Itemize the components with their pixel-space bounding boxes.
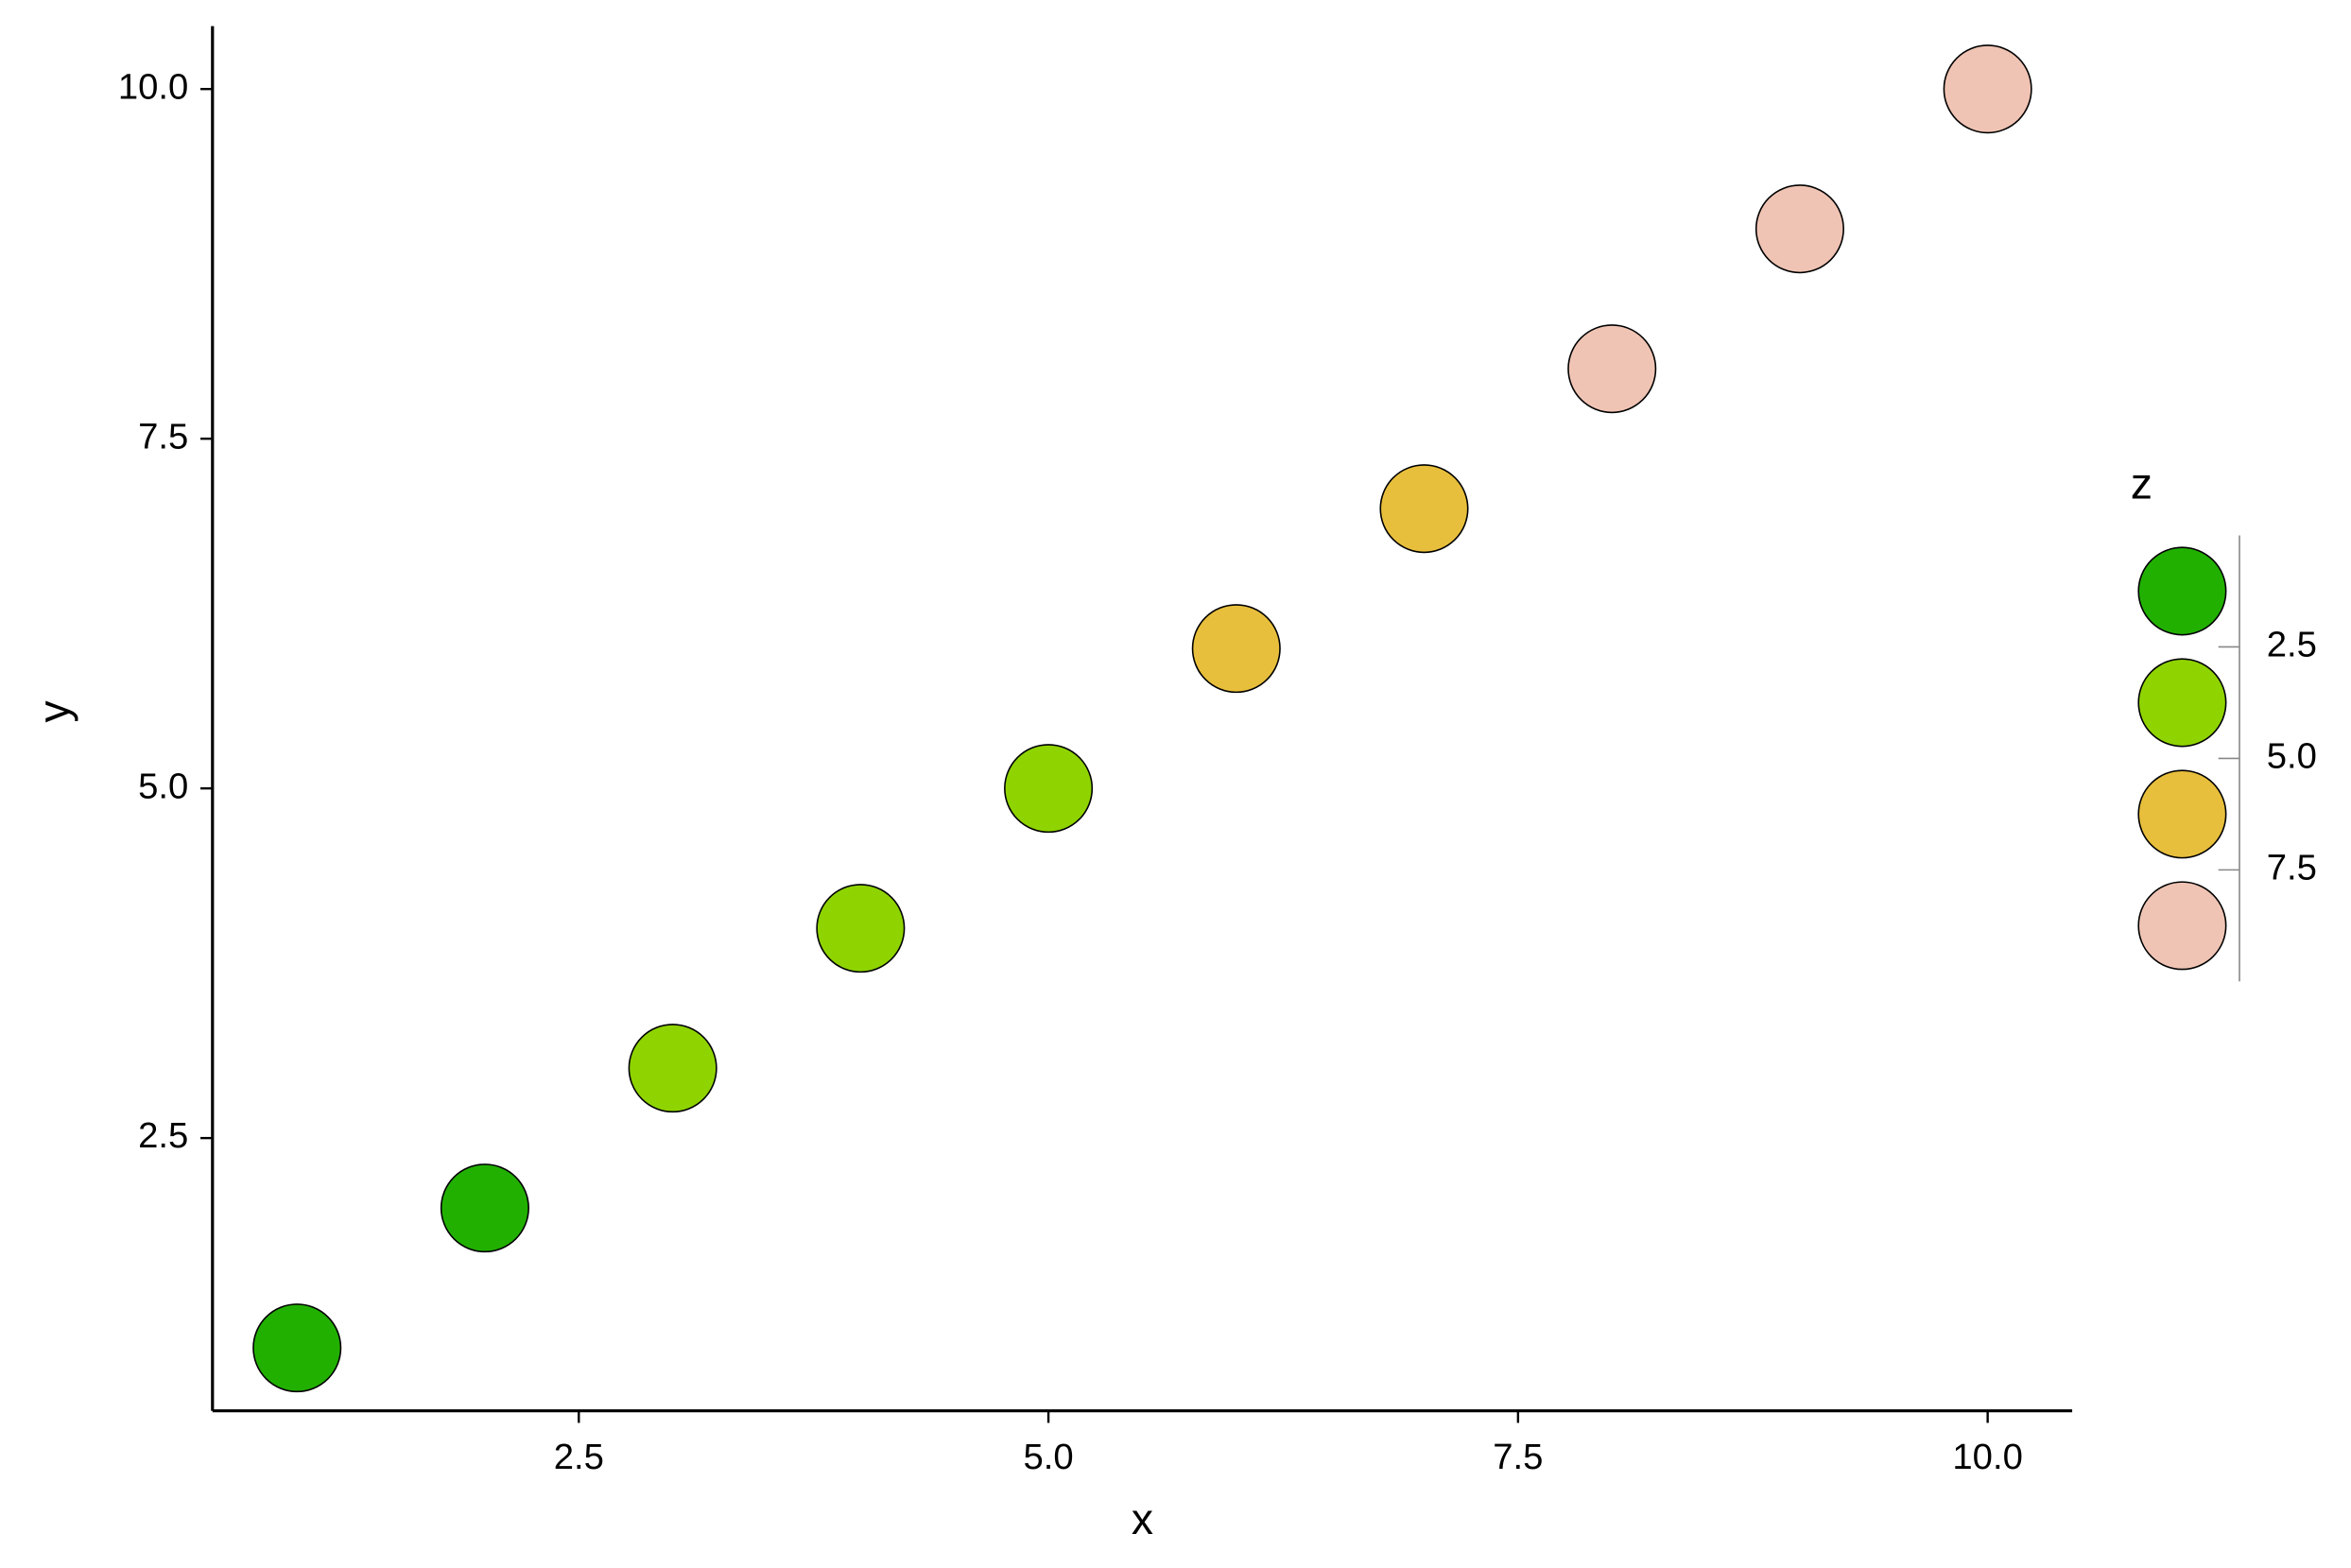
legend-key bbox=[2137, 546, 2227, 636]
legend-title: z bbox=[2131, 459, 2152, 508]
legend-tick-label: 5.0 bbox=[2267, 736, 2317, 777]
point bbox=[1004, 744, 1094, 834]
y-tick-label: 5.0 bbox=[138, 766, 188, 806]
point bbox=[1755, 184, 1844, 274]
y-tick-label: 2.5 bbox=[138, 1115, 188, 1156]
point bbox=[252, 1303, 342, 1393]
point bbox=[1567, 324, 1657, 414]
point bbox=[440, 1163, 529, 1253]
x-tick-label: 7.5 bbox=[1493, 1437, 1543, 1477]
legend-key bbox=[2137, 658, 2227, 748]
x-tick-label: 5.0 bbox=[1023, 1437, 1073, 1477]
legend-tick-label: 2.5 bbox=[2267, 625, 2317, 665]
point bbox=[1191, 604, 1281, 694]
point bbox=[628, 1024, 717, 1113]
legend-tick-label: 7.5 bbox=[2267, 847, 2317, 887]
point bbox=[1943, 44, 2032, 134]
legend-key bbox=[2137, 881, 2227, 971]
y-tick-label: 7.5 bbox=[138, 416, 188, 457]
point bbox=[1379, 464, 1469, 554]
legend-key bbox=[2137, 769, 2227, 859]
y-tick-label: 10.0 bbox=[118, 66, 188, 107]
x-axis-title: x bbox=[1132, 1494, 1153, 1543]
y-axis-title: y bbox=[29, 700, 78, 723]
point bbox=[816, 884, 906, 974]
x-tick-label: 10.0 bbox=[1952, 1437, 2022, 1477]
x-tick-label: 2.5 bbox=[554, 1437, 604, 1477]
